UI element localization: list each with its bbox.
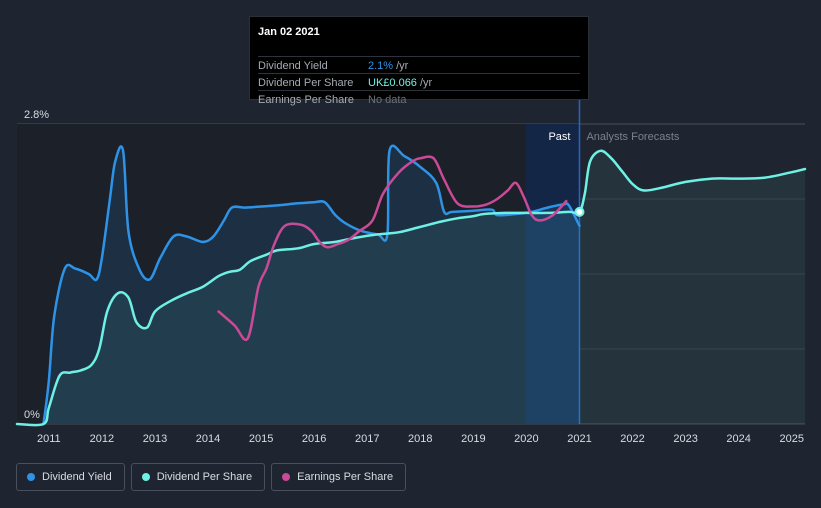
label-layer: 2.8% 0% 2011 2012 2013 2014 2015 2016 2017 2018 20… (24, 109, 804, 445)
dividend-yield-area (43, 145, 580, 424)
y-tick-label: 0% (24, 409, 40, 421)
dividend-yield-line (42, 144, 581, 426)
legend-dividend-per-share[interactable]: Dividend Per Share (130, 463, 266, 491)
x-tick-label: 2018 (408, 433, 432, 445)
area-layer (17, 145, 805, 426)
x-tick-label: 2011 (37, 433, 61, 445)
x-tick-label: 2023 (673, 433, 697, 445)
tooltip-date: Jan 02 2021 (258, 26, 320, 38)
tooltip-value: No data (368, 94, 407, 106)
past-label: Past (548, 131, 570, 143)
tooltip-label: Dividend Yield (258, 60, 328, 72)
x-tick-label: 2016 (302, 433, 326, 445)
highlight-layer (17, 100, 581, 424)
y-tick-label: 2.8% (24, 109, 49, 121)
x-tick-label: 2015 (249, 433, 273, 445)
legend-dividend-yield[interactable]: Dividend Yield (16, 463, 125, 491)
legend-label: Earnings Per Share (297, 471, 394, 483)
x-tick-label: 2013 (143, 433, 167, 445)
dividend-per-share-line (15, 149, 807, 427)
tooltip-value: UK£0.066/yr (368, 77, 433, 89)
x-tick-label: 2024 (726, 433, 750, 445)
tooltip-label: Dividend Per Share (258, 77, 354, 89)
hover-marker (574, 206, 585, 217)
tooltip-row-earnings-per-share: Earnings Per Share No data (258, 90, 580, 106)
tooltip-row-dividend-yield: Dividend Yield 2.1%/yr (258, 56, 580, 74)
legend-label: Dividend Per Share (156, 471, 253, 483)
x-tick-label: 2025 (779, 433, 803, 445)
chart-legend: Dividend Yield Dividend Per Share Earnin… (16, 463, 407, 491)
dividend-per-share-area (17, 150, 805, 426)
hover-tooltip: Jan 02 2021 Dividend Yield 2.1%/yr Divid… (249, 16, 589, 106)
tooltip-label: Earnings Per Share (258, 94, 354, 106)
x-tick-label: 2019 (461, 433, 485, 445)
legend-dot-icon (282, 473, 291, 481)
x-tick-label: 2017 (355, 433, 379, 445)
legend-dot-icon (27, 473, 35, 481)
legend-earnings-per-share[interactable]: Earnings Per Share (271, 463, 407, 491)
legend-label: Dividend Yield (42, 471, 112, 483)
x-tick-label: 2021 (567, 433, 591, 445)
earnings-per-share-line (217, 155, 568, 342)
hover-highlight-band (525, 124, 580, 424)
line-layer (15, 144, 807, 427)
x-tick-label: 2012 (90, 433, 114, 445)
forecast-label: Analysts Forecasts (586, 131, 679, 143)
x-tick-label: 2020 (514, 433, 538, 445)
legend-dot-icon (141, 473, 150, 481)
x-tick-label: 2022 (620, 433, 644, 445)
x-tick-label: 2014 (196, 433, 220, 445)
tooltip-row-dividend-per-share: Dividend Per Share UK£0.066/yr (258, 73, 580, 91)
past-region (17, 124, 580, 424)
tooltip-value: 2.1%/yr (368, 60, 409, 72)
